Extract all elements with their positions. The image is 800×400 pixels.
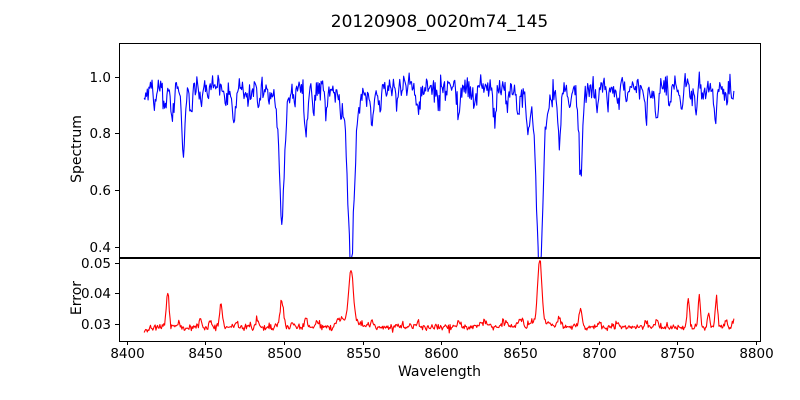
x-tick-label: 8750 bbox=[660, 346, 694, 362]
x-axis-label: Wavelength bbox=[397, 364, 482, 380]
x-tick-label: 8450 bbox=[188, 346, 222, 362]
spectrum-panel-frame bbox=[119, 43, 761, 258]
error-line bbox=[143, 260, 735, 334]
error-y-tick-label: 0.04 bbox=[81, 286, 111, 302]
error-y-tick-label: 0.05 bbox=[81, 256, 111, 272]
x-tick-label: 8500 bbox=[267, 346, 301, 362]
spectrum-y-tick-label: 0.6 bbox=[90, 183, 111, 199]
error-y-tick-label: 0.03 bbox=[81, 317, 111, 333]
spectrum-y-tick-label: 1.0 bbox=[90, 70, 111, 86]
spectrum-y-tick-label: 0.4 bbox=[90, 240, 111, 256]
x-tick-label: 8600 bbox=[424, 346, 458, 362]
x-tick-label: 8550 bbox=[346, 346, 380, 362]
chart-title: 20120908_0020m74_145 bbox=[330, 12, 549, 32]
error-panel-frame bbox=[119, 258, 761, 342]
x-tick-label: 8400 bbox=[110, 346, 144, 362]
spectrum-y-tick-label: 0.8 bbox=[90, 126, 111, 142]
spectrum-line bbox=[143, 71, 735, 257]
x-tick-label: 8700 bbox=[582, 346, 616, 362]
x-tick-label: 8800 bbox=[739, 346, 773, 362]
x-tick-label: 8650 bbox=[503, 346, 537, 362]
